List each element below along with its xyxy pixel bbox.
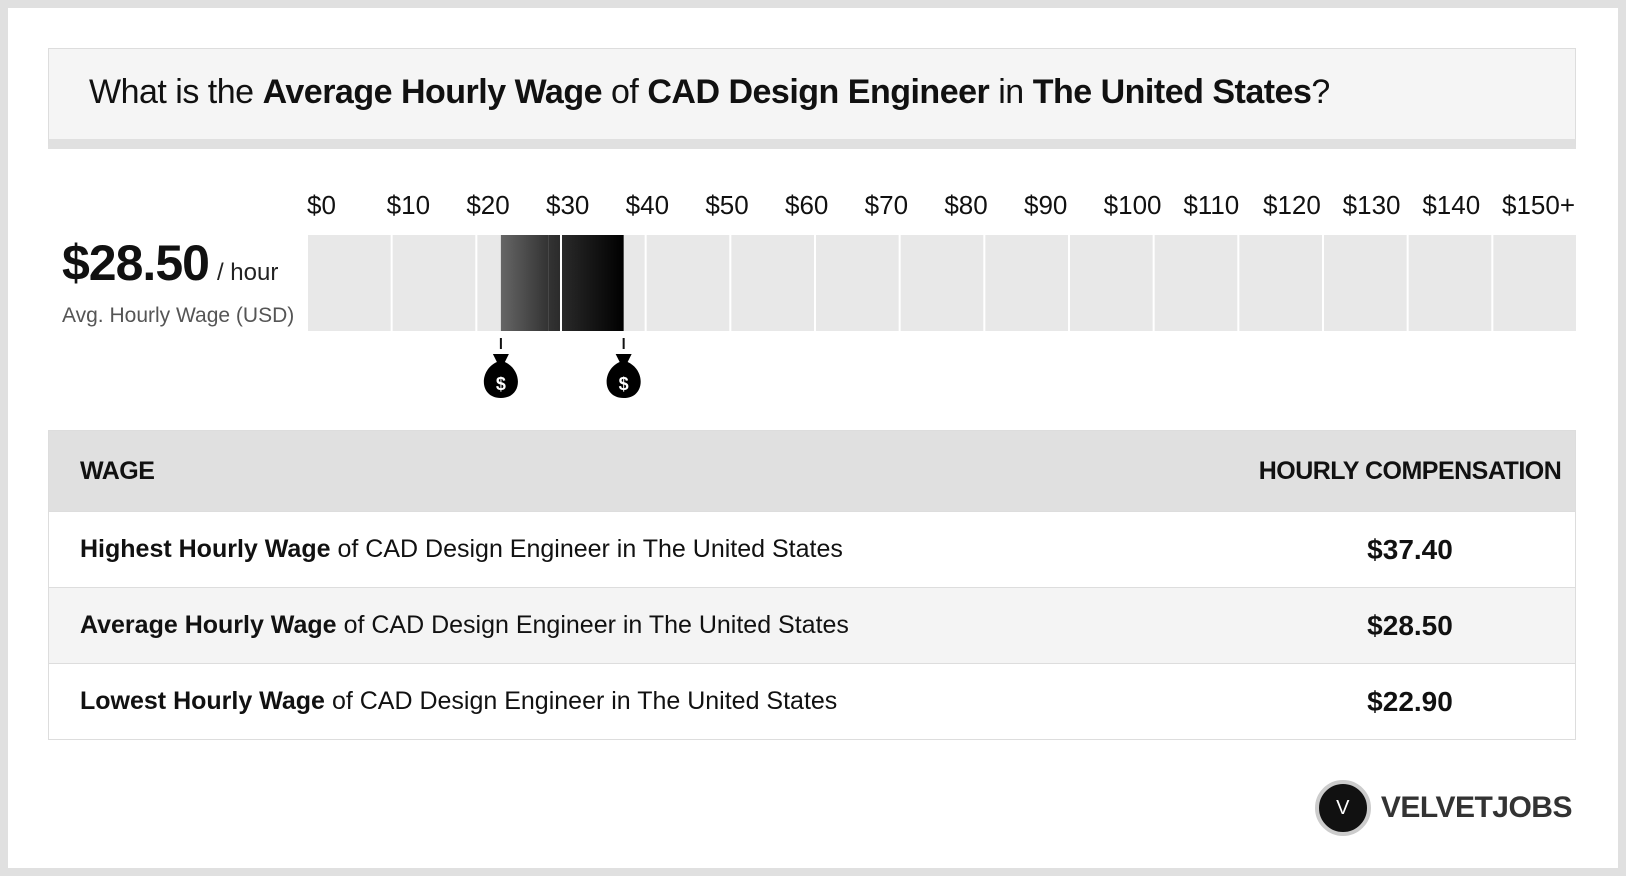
table-row: Lowest Hourly Wage of CAD Design Engineer… (48, 663, 1576, 740)
column-header: WAGE (48, 430, 1245, 512)
summary: $28.50/ hour Avg. Hourly Wage (USD) (62, 234, 294, 328)
wage-type: Average Hourly Wage (80, 611, 337, 639)
tick-label: $20 (466, 190, 509, 220)
title-text: ? (1311, 73, 1330, 111)
logo-mark: V (1314, 780, 1371, 836)
money-bag-symbol: $ (619, 374, 629, 394)
wage-scale: $0 $10 $20 $30 $40 $50 $60 $70 $80 $90 $100 $110 $12… (306, 190, 1578, 398)
title-job: CAD Design Engineer (647, 73, 990, 111)
compensation: $28.50 (1245, 587, 1576, 664)
compensation: $37.40 (1245, 511, 1576, 588)
wage-cell: Highest Hourly Wage of CAD Design Enginee… (48, 511, 1245, 588)
tick-label: $0 (307, 190, 336, 220)
title-text: in (998, 73, 1024, 111)
wage-context: of CAD Design Engineer in The United Sta… (337, 535, 843, 563)
tick-label: $40 (626, 190, 669, 220)
logo-name: VELVETJOBS (1380, 791, 1573, 824)
scale-track (307, 235, 1577, 331)
caption: Avg. Hourly Wage (USD) (62, 304, 295, 327)
range-low-band (500, 235, 549, 331)
tick-label: $90 (1024, 190, 1067, 220)
money-bag (483, 354, 518, 398)
wage-table: WAGE HOURLY COMPENSATION Highest Hourly … (48, 430, 1576, 740)
title-place: The United States (1032, 73, 1312, 111)
title-measure: Average Hourly Wage (262, 73, 603, 111)
wage-cell: Average Hourly Wage of CAD Design Enginee… (48, 587, 1245, 664)
tick-label: $60 (785, 190, 828, 220)
tick-label: $30 (546, 190, 589, 220)
money-bag-symbol: $ (496, 374, 506, 394)
tick-label: $130 (1343, 190, 1401, 220)
wage-type: Lowest Hourly Wage (80, 687, 325, 715)
compensation: $22.90 (1245, 663, 1576, 740)
tick-label: $150+ (1502, 190, 1575, 220)
column-header: HOURLY COMPENSATION (1245, 430, 1576, 512)
tick-label: $100 (1104, 190, 1162, 220)
wage-context: of CAD Design Engineer in The United Sta… (343, 611, 849, 639)
table-row: Average Hourly Wage of CAD Design Enginee… (48, 587, 1576, 664)
logo: V VELVETJOBS (1314, 780, 1573, 836)
money-bag (606, 354, 641, 398)
wage-context: of CAD Design Engineer in The United Sta… (331, 687, 838, 715)
tick-label: $10 (387, 190, 430, 220)
tick-label: $70 (865, 190, 908, 220)
title-text: What is the (89, 73, 254, 111)
tick-label: $140 (1422, 190, 1480, 220)
tick-label: $120 (1263, 190, 1321, 220)
tick-label: $110 (1183, 190, 1239, 220)
range-high-band (548, 235, 624, 331)
wage-type: Highest Hourly Wage (80, 535, 331, 563)
average-value: $28.50 (62, 235, 210, 291)
table-row: Highest Hourly Wage of CAD Design Enginee… (48, 511, 1576, 588)
tick-label: $80 (944, 190, 987, 220)
tick-label: $50 (705, 190, 748, 220)
title-text: of (611, 73, 639, 111)
header: What is the Average Hourly Wage of CAD Desi… (48, 48, 1576, 149)
wage-cell: Lowest Hourly Wage of CAD Design Engineer… (48, 663, 1245, 740)
title: What is the Average Hourly Wage of CAD Desi… (89, 73, 1330, 112)
unit: / hour (216, 259, 279, 286)
